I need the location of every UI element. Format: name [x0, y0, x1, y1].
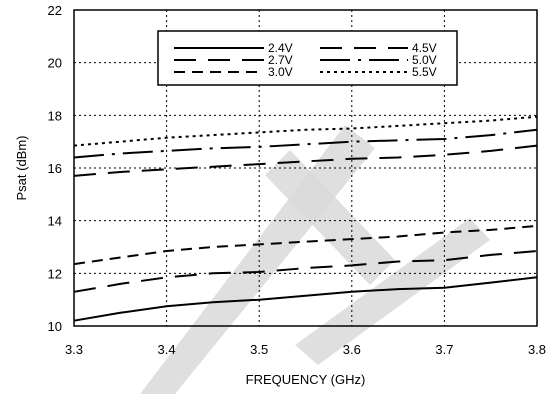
series-line-2-7v: [73, 250, 538, 293]
x-tick-label: 3.3: [65, 342, 83, 357]
series-line-3-0v: [73, 224, 538, 266]
x-tick-label: 3.7: [435, 342, 453, 357]
y-axis-label: Psat (dBm): [14, 135, 29, 200]
x-tick-label: 3.8: [528, 342, 546, 357]
legend-label: 2.7V: [268, 53, 293, 67]
watermark-stroke: [265, 150, 395, 285]
legend-label: 4.5V: [412, 41, 437, 55]
y-tick-label: 12: [48, 266, 62, 281]
x-tick-label: 3.6: [343, 342, 361, 357]
legend-label: 3.0V: [268, 65, 293, 79]
legend-label: 2.4V: [268, 41, 293, 55]
series-line-5-0v: [73, 128, 538, 159]
y-tick-label: 22: [48, 3, 62, 18]
legend: 2.4V2.7V3.0V 4.5V5.0V5.5V: [157, 30, 458, 86]
tick-labels: 3.3 3.4 3.5 3.6 3.7 3.8 10 12 14 16 18 20 22: [48, 3, 547, 357]
legend-label: 5.0V: [412, 53, 437, 67]
x-tick-label: 3.5: [250, 342, 268, 357]
series-line-4-5v: [73, 144, 538, 177]
x-tick-label: 3.4: [158, 342, 176, 357]
legend-box: [157, 30, 458, 86]
plot-frame: [73, 9, 538, 327]
y-tick-label: 16: [48, 161, 62, 176]
y-tick-label: 20: [48, 56, 62, 71]
y-tick-label: 18: [48, 108, 62, 123]
legend-label: 5.5V: [412, 65, 437, 79]
watermark-stroke: [295, 218, 490, 365]
series-line-5-5v: [73, 115, 538, 147]
x-axis-label: FREQUENCY (GHz): [246, 372, 366, 387]
y-tick-label: 14: [48, 214, 62, 229]
y-tick-label: 10: [48, 319, 62, 334]
series-layer: [73, 115, 538, 322]
series-line-2-4v: [73, 276, 538, 322]
